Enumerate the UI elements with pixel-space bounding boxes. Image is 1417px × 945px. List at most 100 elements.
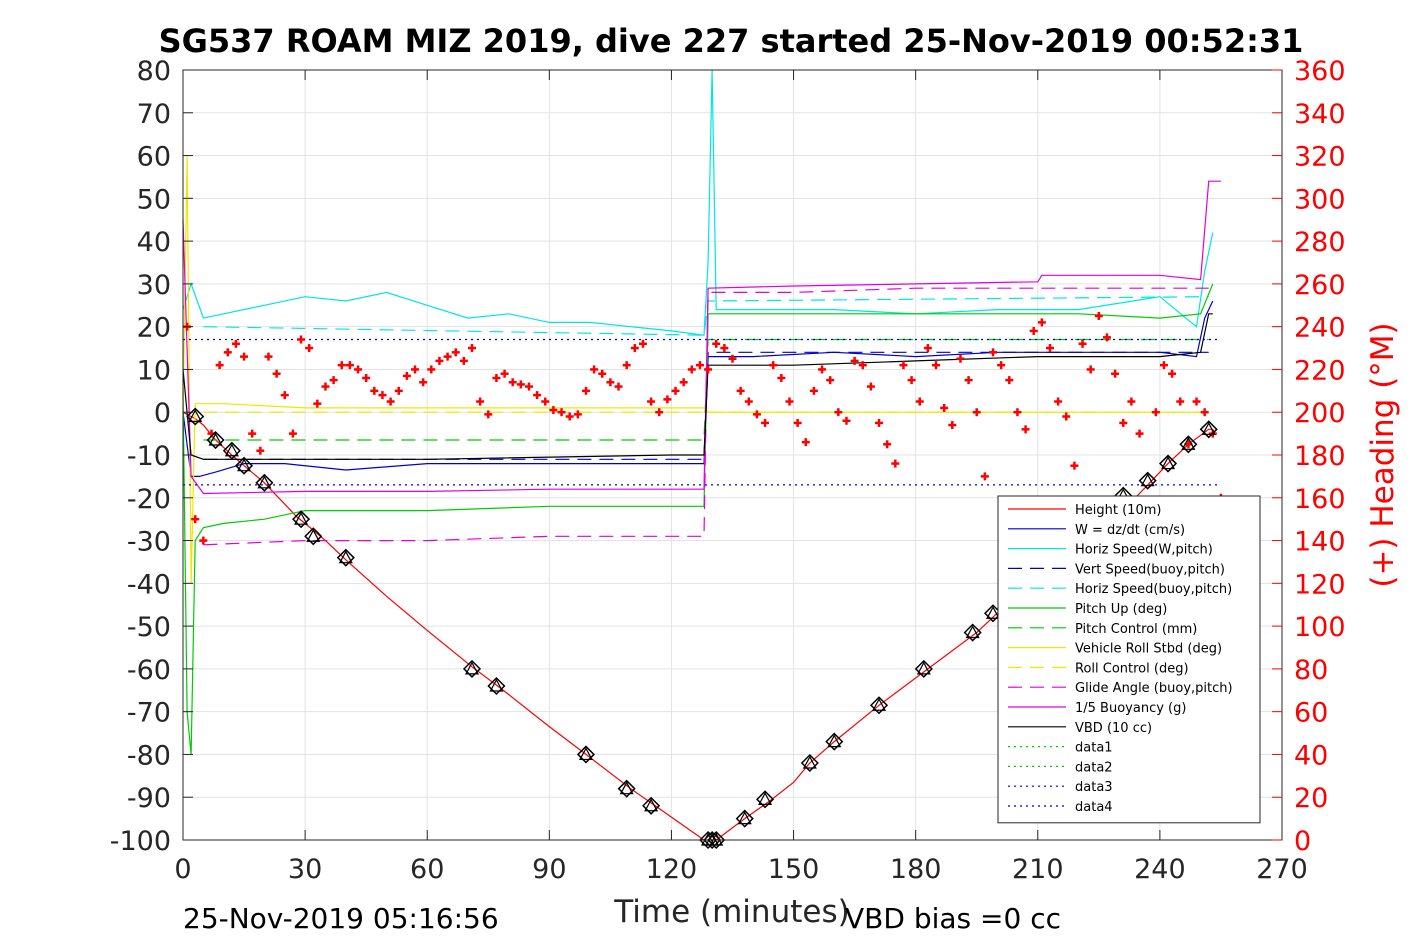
marker-triangle xyxy=(619,781,634,795)
legend-label: 1/5 Buoyancy (g) xyxy=(1075,701,1186,716)
heading-point xyxy=(915,397,924,406)
footer-timestamp: 25-Nov-2019 05:16:56 xyxy=(183,902,499,935)
heading-point xyxy=(1111,369,1120,378)
heading-point xyxy=(345,361,354,370)
heading-point xyxy=(793,418,802,427)
x-tick-label: 120 xyxy=(646,854,698,885)
marker-triangle xyxy=(916,661,931,675)
heading-point xyxy=(508,378,517,387)
x-tick-label: 0 xyxy=(174,854,191,885)
y-tick-label: 70 xyxy=(137,99,171,130)
legend-label: Height (10m) xyxy=(1075,503,1161,518)
right-tick-label: 300 xyxy=(1294,184,1346,215)
heading-point xyxy=(818,365,827,374)
heading-point xyxy=(956,354,965,363)
heading-point xyxy=(223,348,232,357)
height-marker xyxy=(576,745,596,764)
heading-point xyxy=(231,339,240,348)
heading-point xyxy=(687,365,696,374)
marker-triangle xyxy=(578,747,593,761)
right-tick-label: 0 xyxy=(1294,826,1311,857)
heading-point xyxy=(712,339,721,348)
series-line xyxy=(182,180,1221,495)
marker-triangle xyxy=(294,511,309,525)
heading-point xyxy=(1151,408,1160,417)
heading-point xyxy=(850,356,859,365)
legend-label: Vert Speed(buoy,pitch) xyxy=(1075,562,1225,577)
y-tick-label: -30 xyxy=(127,527,171,558)
height-marker xyxy=(800,753,819,773)
x-tick-label: 60 xyxy=(410,854,444,885)
heading-point xyxy=(679,378,688,387)
height-marker xyxy=(756,790,775,809)
heading-point xyxy=(264,352,273,361)
heading-point xyxy=(329,376,338,385)
right-tick-label: 120 xyxy=(1294,569,1346,600)
heading-point xyxy=(801,438,810,447)
x-tick-label: 270 xyxy=(1256,854,1308,885)
height-marker xyxy=(234,456,254,475)
right-tick-label: 180 xyxy=(1294,441,1346,472)
heading-point xyxy=(720,344,729,353)
heading-point xyxy=(752,410,761,419)
y-tick-label: -40 xyxy=(127,569,171,600)
marker-triangle xyxy=(758,792,773,805)
heading-point xyxy=(866,382,875,391)
heading-point xyxy=(858,361,867,370)
heading-point xyxy=(997,361,1006,370)
heading-point xyxy=(622,361,631,370)
heading-point xyxy=(964,376,973,385)
heading-point xyxy=(736,386,745,395)
heading-point xyxy=(533,391,542,400)
marker-triangle xyxy=(224,443,239,457)
legend-label: Horiz Speed(W,pitch) xyxy=(1075,543,1213,558)
right-tick-label: 320 xyxy=(1294,142,1346,173)
y-tick-label: -70 xyxy=(127,698,171,729)
marker-triangle xyxy=(464,661,480,675)
marker-triangle xyxy=(965,625,980,639)
x-tick-label: 240 xyxy=(1134,854,1186,885)
heading-point xyxy=(1127,397,1136,406)
x-tick-label: 180 xyxy=(890,854,942,885)
heading-point xyxy=(671,386,680,395)
marker-triangle xyxy=(872,697,887,711)
legend-label: Roll Control (deg) xyxy=(1075,661,1189,676)
marker-triangle xyxy=(257,475,272,489)
heading-point xyxy=(557,408,566,417)
heading-point xyxy=(1005,376,1014,385)
heading-point xyxy=(500,369,509,378)
heading-point xyxy=(809,386,818,395)
right-tick-label: 40 xyxy=(1294,740,1328,771)
heading-point xyxy=(354,365,363,374)
y-tick-label: 30 xyxy=(137,270,171,301)
heading-point xyxy=(1086,365,1095,374)
y-tick-label: -60 xyxy=(127,655,171,686)
marker-triangle xyxy=(985,606,1001,619)
height-marker xyxy=(336,548,355,567)
heading-point xyxy=(191,515,200,524)
height-marker xyxy=(1158,454,1178,473)
heading-point xyxy=(549,406,558,415)
heading-point xyxy=(972,408,981,417)
series-line xyxy=(203,296,1209,336)
heading-point xyxy=(1013,408,1022,417)
heading-point xyxy=(940,403,949,412)
series-line xyxy=(182,283,1214,755)
heading-point xyxy=(663,395,672,404)
height-marker xyxy=(1199,420,1218,439)
marker-triangle xyxy=(1201,422,1216,435)
x-axis-label: Time (minutes) xyxy=(613,894,849,930)
marker-triangle xyxy=(644,798,659,812)
heading-point xyxy=(728,354,737,363)
legend-label: data4 xyxy=(1075,800,1113,815)
heading-point xyxy=(1037,318,1046,327)
heading-point xyxy=(541,397,550,406)
x-tick-label: 30 xyxy=(288,854,322,885)
heading-point xyxy=(1078,339,1087,348)
heading-point xyxy=(362,374,371,382)
y-tick-label: -80 xyxy=(127,740,171,771)
marker-triangle xyxy=(237,458,252,472)
heading-point xyxy=(1192,397,1201,406)
heading-point xyxy=(280,391,289,400)
heading-point xyxy=(932,361,941,370)
